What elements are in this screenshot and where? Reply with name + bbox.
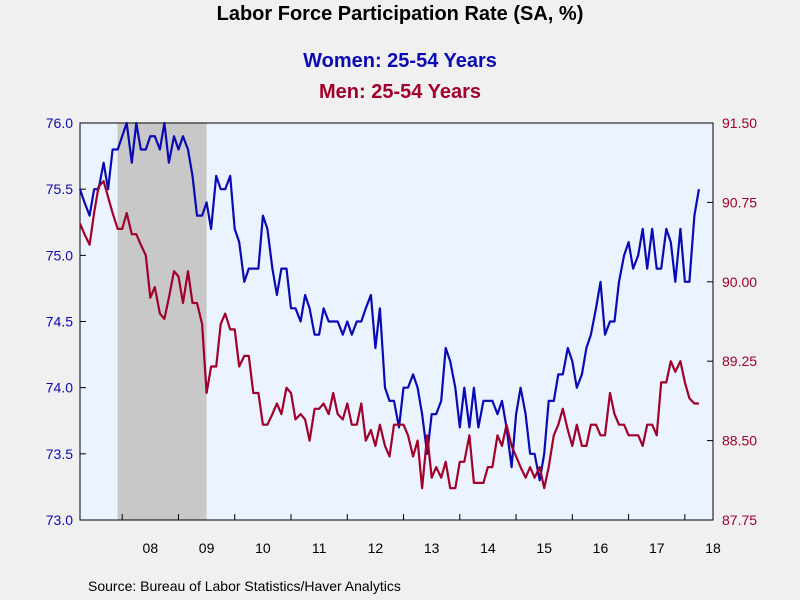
legend-men: Men: 25-54 Years	[319, 81, 481, 103]
source-note: Source: Bureau of Labor Statistics/Haver…	[88, 578, 401, 594]
right-axis-label: 89.25	[722, 353, 757, 369]
series-line-women	[78, 121, 700, 482]
x-axis-label: 10	[255, 540, 271, 556]
x-axis-label: 17	[649, 540, 665, 556]
x-axis-label: 08	[143, 540, 159, 556]
left-axis-label: 74.0	[46, 380, 73, 396]
x-axis-label: 11	[312, 540, 327, 556]
right-axis-label: 87.75	[722, 512, 757, 528]
right-axis-label: 91.50	[722, 115, 757, 131]
left-axis-label: 75.5	[46, 181, 73, 197]
x-axis-label: 18	[705, 540, 721, 556]
series-line-men	[78, 180, 699, 490]
legend-women: Women: 25-54 Years	[303, 50, 497, 72]
x-axis-label: 13	[424, 540, 440, 556]
right-axis-label: 90.75	[722, 194, 757, 210]
right-axis-label: 88.50	[722, 433, 757, 449]
right-axis-label: 90.00	[722, 274, 757, 290]
x-axis-label: 09	[199, 540, 215, 556]
x-axis-label: 12	[368, 540, 384, 556]
recession-shading	[117, 123, 207, 520]
x-axis-label: 16	[593, 540, 609, 556]
left-axis-label: 75.0	[46, 247, 73, 263]
chart-title: Labor Force Participation Rate (SA, %)	[216, 3, 584, 25]
left-axis-label: 74.5	[46, 314, 73, 330]
x-axis-label: 15	[536, 540, 552, 556]
left-axis-label: 73.0	[46, 512, 73, 528]
left-axis-label: 73.5	[46, 446, 73, 462]
left-axis-label: 76.0	[46, 115, 73, 131]
x-axis-label: 14	[480, 540, 496, 556]
